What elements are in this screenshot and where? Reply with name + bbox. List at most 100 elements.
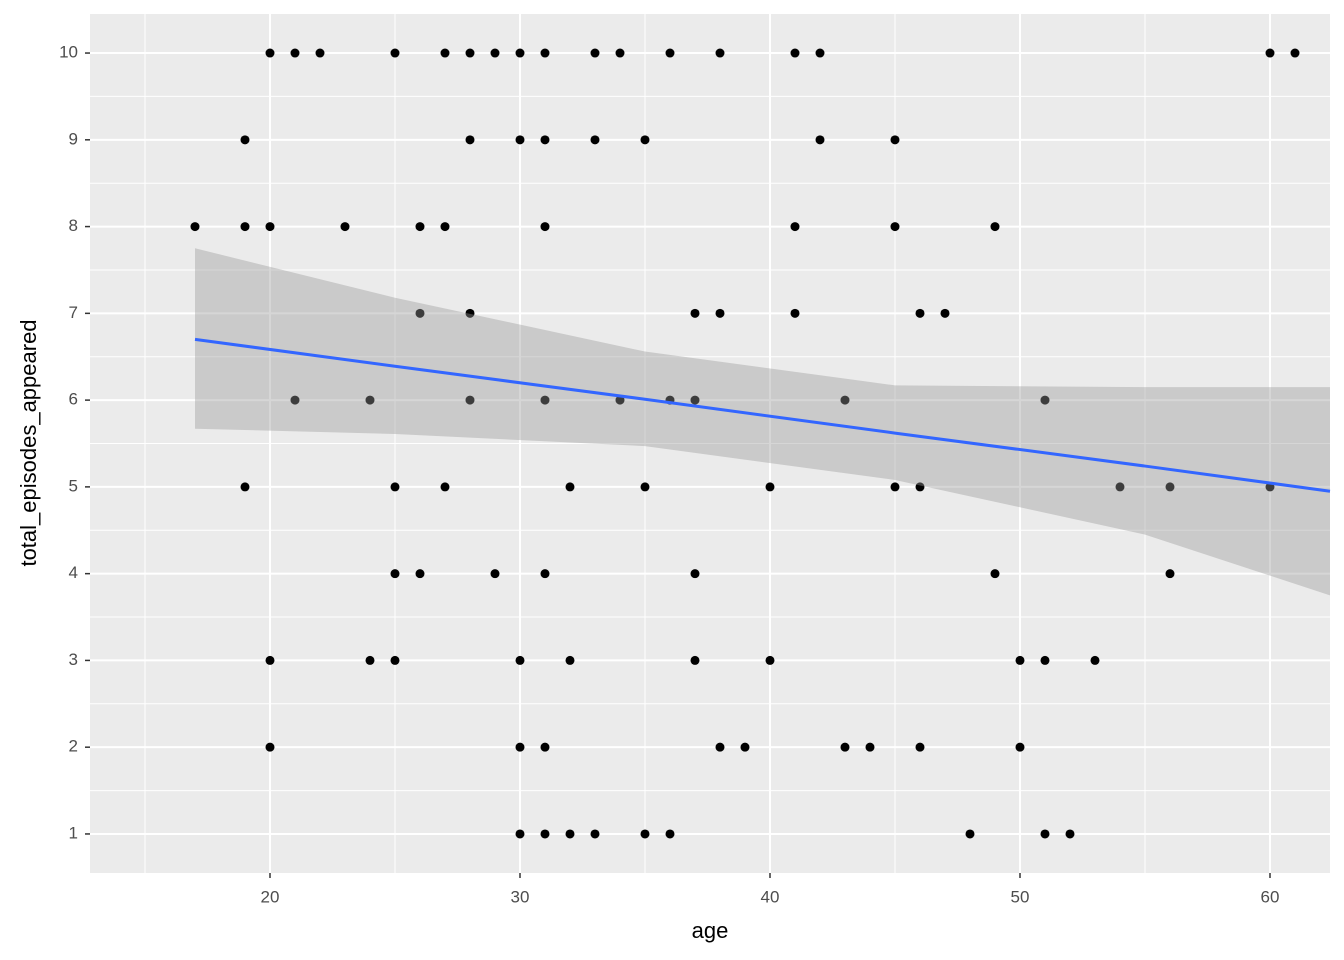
point	[540, 48, 550, 58]
y-tick-label: 8	[69, 216, 78, 235]
point	[640, 135, 650, 145]
point	[540, 135, 550, 145]
y-tick-label: 1	[69, 823, 78, 842]
point	[765, 655, 775, 665]
point	[515, 655, 525, 665]
point	[965, 829, 975, 839]
point	[890, 135, 900, 145]
point	[590, 829, 600, 839]
point	[415, 222, 425, 232]
point	[1165, 569, 1175, 579]
point	[815, 135, 825, 145]
point	[715, 742, 725, 752]
point	[790, 308, 800, 318]
point	[565, 482, 575, 492]
point	[390, 482, 400, 492]
point	[815, 48, 825, 58]
point	[690, 308, 700, 318]
point	[790, 48, 800, 58]
point	[890, 482, 900, 492]
point	[1290, 48, 1300, 58]
point	[265, 742, 275, 752]
point	[465, 135, 475, 145]
point	[690, 569, 700, 579]
point	[840, 395, 850, 405]
point	[440, 48, 450, 58]
point	[490, 48, 500, 58]
point	[715, 48, 725, 58]
point	[265, 655, 275, 665]
trend-line	[194, 337, 1331, 493]
point	[790, 222, 800, 232]
point	[465, 48, 475, 58]
point	[390, 655, 400, 665]
point	[865, 742, 875, 752]
y-axis-title: total_episodes_appeared	[16, 319, 41, 566]
point	[590, 135, 600, 145]
point	[240, 222, 250, 232]
point	[265, 48, 275, 58]
y-tick-label: 7	[69, 303, 78, 322]
point	[840, 742, 850, 752]
confidence-band	[195, 248, 1330, 596]
point	[440, 482, 450, 492]
point	[315, 48, 325, 58]
x-tick-label: 40	[761, 887, 780, 906]
point	[415, 569, 425, 579]
point	[990, 222, 1000, 232]
point	[890, 222, 900, 232]
point	[265, 222, 275, 232]
point	[615, 48, 625, 58]
plot-layer	[190, 48, 1331, 839]
point	[1040, 395, 1050, 405]
point	[1090, 655, 1100, 665]
point	[1015, 742, 1025, 752]
point	[665, 829, 675, 839]
point	[540, 222, 550, 232]
point	[515, 135, 525, 145]
point	[415, 308, 425, 318]
x-tick-label: 20	[261, 887, 280, 906]
grid	[90, 14, 1330, 873]
point	[540, 742, 550, 752]
point	[1040, 829, 1050, 839]
point	[1115, 482, 1125, 492]
point	[1265, 48, 1275, 58]
y-tick-label: 10	[59, 43, 78, 62]
point	[765, 482, 775, 492]
point	[365, 655, 375, 665]
x-tick-label: 50	[1011, 887, 1030, 906]
point	[990, 569, 1000, 579]
point	[490, 569, 500, 579]
point	[190, 222, 200, 232]
point	[615, 395, 625, 405]
y-tick-label: 9	[69, 129, 78, 148]
point	[565, 655, 575, 665]
point	[915, 742, 925, 752]
point	[465, 395, 475, 405]
y-tick-label: 6	[69, 390, 78, 409]
y-tick-label: 2	[69, 737, 78, 756]
point	[540, 829, 550, 839]
point	[515, 48, 525, 58]
point	[740, 742, 750, 752]
point	[540, 395, 550, 405]
point	[340, 222, 350, 232]
point	[690, 395, 700, 405]
point	[665, 48, 675, 58]
point	[640, 829, 650, 839]
point	[690, 655, 700, 665]
point	[1065, 829, 1075, 839]
point	[390, 569, 400, 579]
point	[565, 829, 575, 839]
point	[290, 395, 300, 405]
point	[290, 48, 300, 58]
y-tick-label: 4	[69, 563, 78, 582]
point	[465, 308, 475, 318]
point	[390, 48, 400, 58]
point	[915, 308, 925, 318]
x-tick-label: 30	[511, 887, 530, 906]
y-tick-label: 5	[69, 476, 78, 495]
point	[365, 395, 375, 405]
